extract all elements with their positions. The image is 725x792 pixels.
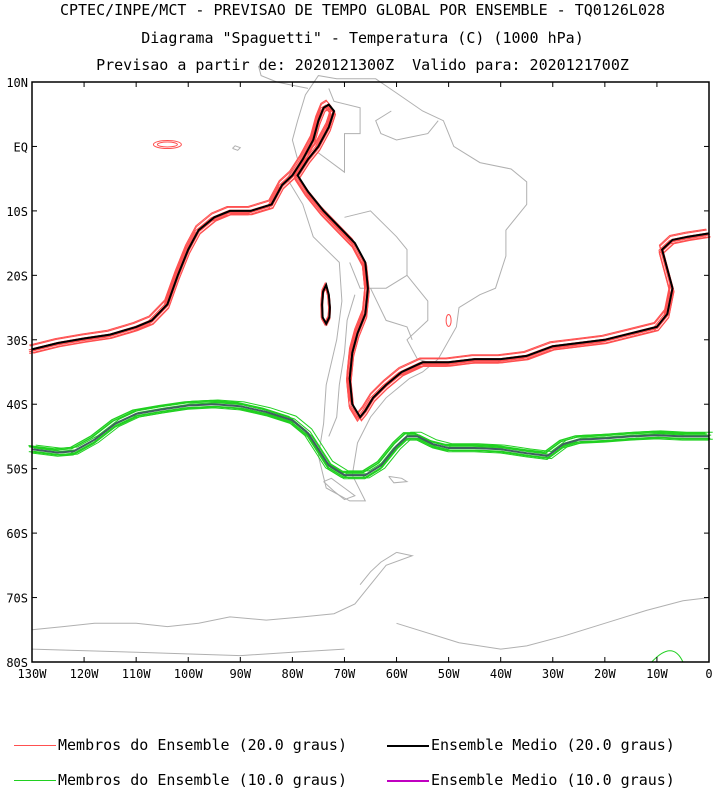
x-tick-label: 40W	[490, 667, 512, 681]
x-tick-label: 60W	[386, 667, 408, 681]
member-20-line-11	[29, 100, 707, 415]
coastline-4	[359, 551, 397, 586]
member-20-isolated-3	[445, 313, 452, 327]
plot-frame	[31, 81, 710, 663]
member-20-line-13	[28, 106, 707, 421]
y-tick-label: 10S	[6, 205, 28, 219]
legend-label-mean-20: Ensemble Medio (20.0 graus)	[431, 736, 675, 754]
coastline-6	[31, 648, 345, 657]
member-20-line-10	[30, 105, 708, 420]
chart-title: CPTEC/INPE/MCT - PREVISAO DE TEMPO GLOBA…	[59, 1, 666, 19]
member-10-isolated-1	[651, 650, 684, 663]
coastline-7	[388, 475, 409, 484]
coastline-8	[232, 145, 242, 151]
y-tick-label: 60S	[6, 527, 28, 541]
member-20-line-0	[31, 103, 709, 418]
legend-swatch-members-10	[14, 780, 56, 781]
x-tick-label: 80W	[282, 667, 304, 681]
member-20-line-6	[28, 104, 706, 419]
member-20-line-3	[33, 107, 711, 422]
y-tick-label: 30S	[6, 334, 28, 348]
member-20-line-4	[33, 106, 711, 422]
member-20-line-2	[32, 104, 710, 419]
member-10-line-13	[31, 407, 709, 480]
member-20-line-5	[29, 107, 707, 423]
y-tick-label: EQ	[14, 140, 28, 154]
x-tick-label: 0	[705, 667, 712, 681]
legend-label-mean-10: Ensemble Medio (10.0 graus)	[431, 771, 675, 789]
x-tick-label: 100W	[174, 667, 204, 681]
coastline-0	[286, 75, 528, 502]
coastline-5	[396, 597, 710, 650]
legend-swatch-members-20	[14, 745, 56, 746]
mean-10-line	[31, 403, 709, 477]
coastline-3	[31, 551, 415, 631]
x-tick-label: 30W	[542, 667, 564, 681]
coastline-14	[375, 110, 439, 141]
x-tick-label: 50W	[438, 667, 460, 681]
coastline-2	[323, 477, 356, 501]
x-tick-label: 10W	[646, 667, 668, 681]
y-tick-label: 40S	[6, 398, 28, 412]
forecast-dates: Previsao a partir de: 2020121300Z Valido…	[96, 56, 629, 74]
y-tick-label: 80S	[6, 656, 28, 670]
member-10-line-9	[29, 401, 707, 474]
member-20-isolated-1	[152, 140, 182, 150]
y-tick-label: 50S	[6, 463, 28, 477]
member-20-closed-13	[320, 284, 330, 326]
member-20-isolated-2	[156, 141, 178, 148]
member-20-line-1	[31, 103, 709, 418]
y-tick-label: 10N	[6, 76, 28, 90]
x-tick-label: 130W	[18, 667, 48, 681]
legend-swatch-mean-20	[387, 745, 429, 747]
member-10-line-10	[28, 399, 706, 472]
mean-20-closed	[321, 282, 331, 326]
legend-swatch-mean-10	[387, 780, 429, 782]
y-tick-label: 70S	[6, 592, 28, 606]
member-10-line-11	[31, 406, 709, 478]
x-tick-label: 120W	[70, 667, 100, 681]
x-tick-label: 70W	[334, 667, 356, 681]
coastline-12	[370, 287, 413, 340]
legend-label-members-20: Membros do Ensemble (20.0 graus)	[58, 736, 347, 754]
coastline-10	[318, 88, 361, 174]
x-tick-label: 110W	[122, 667, 152, 681]
member-20-line-8	[29, 99, 707, 414]
x-tick-label: 20W	[594, 667, 616, 681]
mean-20-line	[31, 103, 710, 419]
coastline-11	[406, 274, 434, 365]
legend-label-members-10: Membros do Ensemble (10.0 graus)	[58, 771, 347, 789]
y-tick-label: 20S	[6, 269, 28, 283]
member-20-line-9	[32, 105, 710, 420]
x-tick-label: 90W	[229, 667, 251, 681]
chart-subtitle: Diagrama "Spaguetti" - Temperatura (C) (…	[141, 29, 584, 47]
coastline-13	[328, 294, 356, 437]
coastline-1	[258, 65, 309, 89]
member-20-line-7	[31, 103, 709, 418]
member-20-line-12	[32, 104, 710, 419]
